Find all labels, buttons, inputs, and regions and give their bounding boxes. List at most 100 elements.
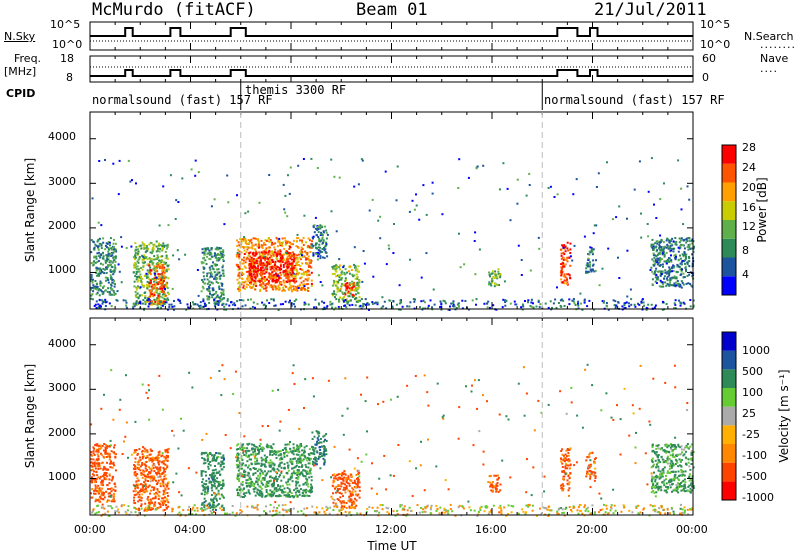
near-range-point bbox=[139, 300, 142, 303]
echo-point bbox=[217, 489, 220, 492]
echo-point bbox=[141, 463, 144, 466]
echo-point bbox=[217, 455, 220, 458]
echo-point bbox=[211, 505, 214, 508]
near-range-point bbox=[231, 303, 234, 306]
echo-point bbox=[308, 458, 311, 461]
near-range-point bbox=[365, 303, 367, 306]
echo-point bbox=[265, 491, 268, 493]
near-range-point bbox=[588, 299, 591, 302]
echo-point bbox=[160, 276, 163, 279]
echo-point bbox=[253, 445, 256, 448]
echo-point bbox=[687, 282, 690, 285]
echo-point bbox=[111, 281, 114, 284]
echo-point bbox=[563, 282, 566, 285]
echo-point bbox=[255, 445, 258, 448]
echo-point bbox=[113, 264, 116, 267]
echo-point bbox=[262, 269, 265, 272]
echo-point bbox=[277, 240, 280, 243]
noise-point bbox=[342, 266, 345, 269]
echo-point bbox=[254, 248, 257, 251]
echo-point bbox=[145, 475, 148, 478]
echo-point bbox=[213, 497, 216, 500]
echo-point bbox=[136, 276, 138, 278]
echo-point bbox=[245, 240, 247, 243]
echo-point bbox=[656, 263, 659, 266]
echo-point bbox=[165, 477, 168, 480]
near-range-point bbox=[461, 299, 464, 302]
noise-point bbox=[633, 188, 636, 191]
echo-point bbox=[273, 481, 275, 484]
echo-point bbox=[113, 291, 116, 294]
echo-point bbox=[155, 263, 158, 265]
near-range-point bbox=[577, 300, 580, 303]
echo-point bbox=[100, 290, 103, 293]
echo-point bbox=[656, 277, 659, 280]
noise-point bbox=[226, 174, 229, 177]
echo-point bbox=[97, 247, 100, 250]
echo-point bbox=[90, 288, 93, 291]
echo-point bbox=[151, 252, 153, 255]
echo-point bbox=[217, 471, 220, 474]
echo-point bbox=[274, 248, 277, 251]
echo-point bbox=[335, 267, 338, 270]
noise-point bbox=[285, 252, 288, 254]
echo-point bbox=[260, 459, 263, 462]
echo-point bbox=[261, 449, 264, 452]
echo-point bbox=[140, 279, 143, 282]
echo-point bbox=[303, 490, 306, 493]
echo-point bbox=[90, 239, 93, 242]
echo-point bbox=[160, 284, 163, 287]
echo-point bbox=[341, 471, 344, 474]
near-range-point bbox=[295, 298, 298, 301]
near-range-point bbox=[200, 305, 203, 308]
echo-point bbox=[158, 453, 161, 456]
echo-point bbox=[152, 248, 155, 251]
echo-point bbox=[288, 254, 291, 257]
echo-point bbox=[222, 456, 225, 459]
echo-point bbox=[257, 265, 260, 268]
echo-point bbox=[100, 446, 103, 449]
echo-point bbox=[292, 285, 295, 288]
echo-point bbox=[205, 479, 208, 482]
noise-point bbox=[626, 249, 629, 252]
echo-point bbox=[165, 276, 168, 279]
echo-point bbox=[311, 438, 314, 440]
noise-point bbox=[337, 306, 340, 308]
echo-point bbox=[323, 445, 325, 448]
echo-point bbox=[155, 479, 157, 482]
echo-point bbox=[301, 239, 303, 242]
echo-point bbox=[293, 457, 296, 460]
echo-point bbox=[346, 287, 348, 289]
echo-point bbox=[134, 451, 137, 454]
echo-point bbox=[298, 461, 300, 464]
echo-point bbox=[339, 287, 342, 290]
echo-point bbox=[165, 454, 168, 457]
echo-point bbox=[153, 470, 156, 473]
echo-point bbox=[163, 244, 166, 247]
echo-point bbox=[661, 271, 664, 274]
near-range-point bbox=[530, 301, 533, 304]
near-range-point bbox=[637, 302, 639, 305]
echo-point bbox=[322, 435, 325, 438]
echo-point bbox=[313, 435, 316, 438]
echo-point bbox=[281, 244, 284, 247]
echo-point bbox=[349, 292, 352, 295]
echo-point bbox=[161, 500, 164, 503]
echo-point bbox=[154, 270, 157, 273]
echo-point bbox=[273, 273, 276, 276]
echo-point bbox=[496, 277, 499, 280]
echo-point bbox=[298, 493, 301, 496]
echo-point bbox=[317, 231, 320, 234]
echo-point bbox=[151, 263, 154, 266]
echo-point bbox=[107, 488, 110, 490]
echo-point bbox=[136, 253, 139, 256]
noise-point bbox=[236, 251, 239, 254]
echo-point bbox=[156, 466, 159, 469]
echo-point bbox=[113, 280, 115, 282]
echo-point bbox=[152, 247, 155, 249]
echo-point bbox=[271, 450, 274, 453]
echo-point bbox=[211, 296, 214, 299]
echo-point bbox=[215, 452, 218, 454]
echo-point bbox=[160, 281, 163, 283]
echo-point bbox=[239, 238, 242, 241]
